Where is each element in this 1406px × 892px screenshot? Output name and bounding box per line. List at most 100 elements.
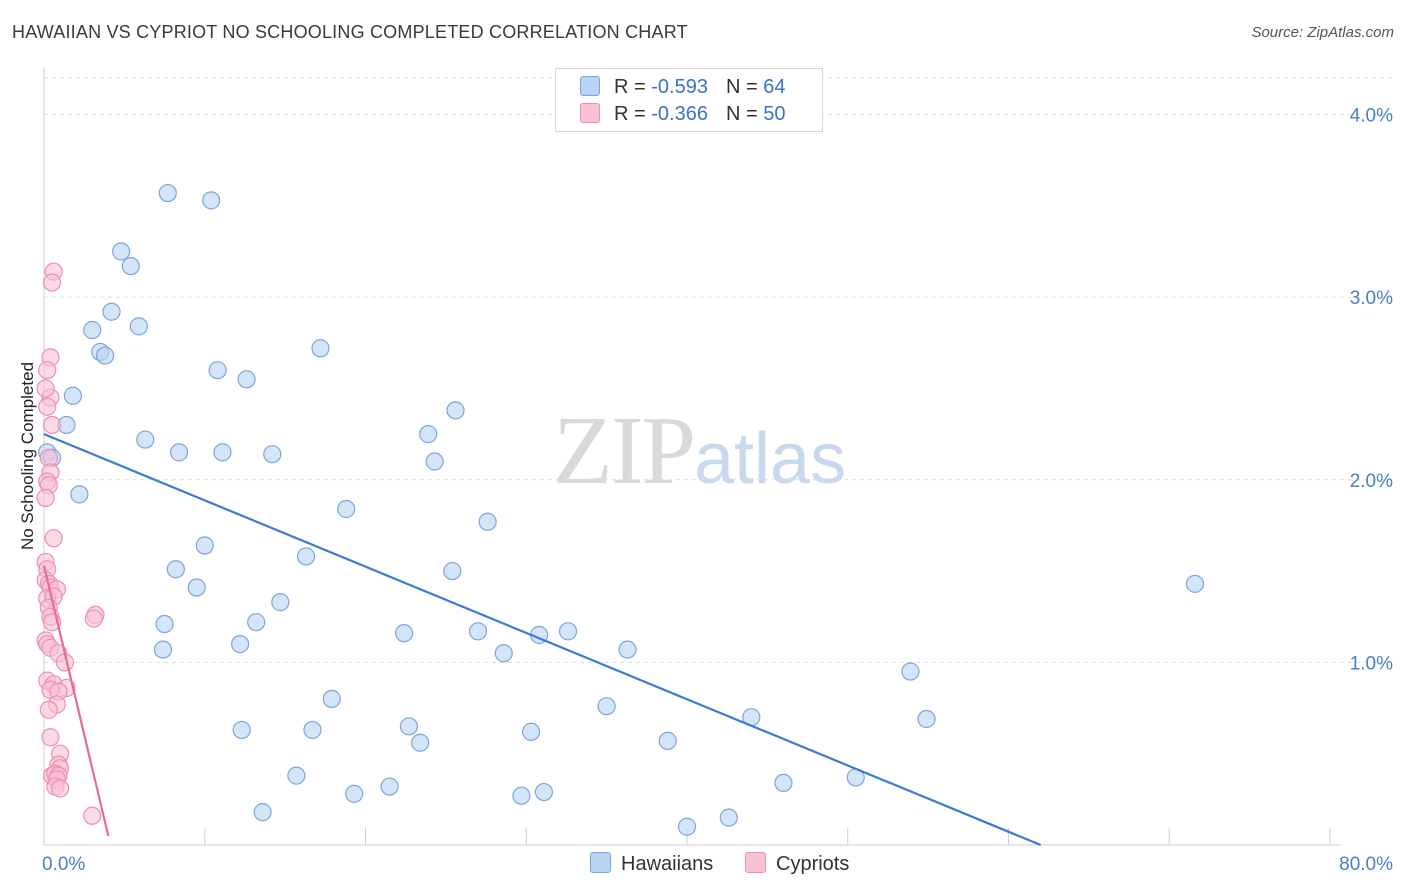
hawaiian-point xyxy=(443,561,462,581)
hawaiian-point xyxy=(534,782,554,802)
hawaiian-point xyxy=(83,320,102,340)
hawaiian-point xyxy=(303,720,322,740)
watermark: ZIPatlas xyxy=(553,395,846,507)
hawaiian-point xyxy=(202,191,221,210)
cypriot-n-value: 50 xyxy=(763,103,786,125)
chart-title: HAWAIIAN VS CYPRIOT NO SCHOOLING COMPLET… xyxy=(12,22,688,42)
hawaiian-point xyxy=(337,499,356,519)
hawaiian-point xyxy=(231,635,250,654)
hawaiian-point xyxy=(380,777,399,796)
hawaiians-legend-swatch xyxy=(590,852,611,873)
hawaiian-point xyxy=(121,256,140,276)
legend-row-cypriots: R = -0.366 N = 50 xyxy=(580,103,785,127)
hawaiian-point xyxy=(419,425,438,444)
hawaiian-point xyxy=(394,624,414,643)
hawaiian-point xyxy=(618,640,637,659)
y-tick-label: 3.0% xyxy=(1350,288,1393,309)
cypriot-swatch xyxy=(580,103,600,123)
cypriot-trend-line xyxy=(42,565,110,837)
cypriots-legend-label: Cypriots xyxy=(776,853,850,875)
cypriot-point xyxy=(42,415,62,435)
bottom-legend-hawaiians: Hawaiians xyxy=(590,852,713,876)
hawaiian-point xyxy=(153,640,173,659)
hawaiian-point xyxy=(446,401,465,420)
hawaiian-point xyxy=(129,317,148,336)
x-axis-ticks xyxy=(43,828,1331,845)
cypriot-point xyxy=(36,379,55,398)
bottom-legend-cypriots: Cypriots xyxy=(745,852,849,876)
cypriot-point xyxy=(38,397,57,416)
hawaiian-trend-line xyxy=(43,433,1042,847)
hawaiian-point xyxy=(411,733,430,752)
hawaiian-point xyxy=(208,361,227,380)
hawaiian-point xyxy=(311,339,330,358)
hawaiian-point xyxy=(425,452,444,471)
y-axis-tick-labels: 1.0% 2.0% 3.0% 4.0% xyxy=(1350,106,1393,675)
y-tick-label: 1.0% xyxy=(1350,653,1393,674)
hawaiian-point xyxy=(677,817,697,836)
hawaiian-point xyxy=(158,183,177,203)
hawaiian-point xyxy=(95,346,115,365)
y-tick-label: 4.0% xyxy=(1350,106,1393,127)
hawaiian-point xyxy=(112,242,131,261)
cypriot-point xyxy=(44,529,63,548)
hawaiian-point xyxy=(345,784,364,803)
hawaiian-r-value: -0.593 xyxy=(651,76,708,98)
hawaiian-point xyxy=(597,697,616,716)
legend-row-hawaiians: R = -0.593 N = 64 xyxy=(580,76,785,100)
cypriot-point xyxy=(36,488,55,508)
x-tick-label-max: 80.0% xyxy=(1339,854,1393,875)
hawaiian-point xyxy=(478,512,497,531)
hawaiian-point xyxy=(253,803,272,822)
hawaiian-point xyxy=(468,622,488,641)
cypriots-legend-swatch xyxy=(745,852,766,873)
y-tick-label: 2.0% xyxy=(1350,471,1393,492)
hawaiian-point xyxy=(399,717,419,736)
hawaiian-point xyxy=(166,560,185,579)
hawaiian-point xyxy=(70,485,89,504)
hawaiian-point xyxy=(155,614,174,634)
cypriot-point xyxy=(83,806,102,825)
hawaiian-point xyxy=(195,536,214,555)
hawaiian-point xyxy=(263,445,282,464)
hawaiian-point xyxy=(232,720,251,740)
hawaiian-n-value: 64 xyxy=(763,76,786,98)
x-tick-label-min: 0.0% xyxy=(42,854,85,875)
cypriot-r-value: -0.366 xyxy=(651,103,708,125)
chart-source: Source: ZipAtlas.com xyxy=(1251,24,1394,41)
hawaiian-point xyxy=(558,622,578,641)
cypriot-point xyxy=(41,728,60,747)
hawaiian-point xyxy=(901,662,920,681)
watermark-atlas: atlas xyxy=(694,419,847,499)
hawaiian-point xyxy=(136,430,155,449)
hawaiian-points xyxy=(38,183,1205,836)
hawaiian-point xyxy=(237,370,256,389)
cypriot-point xyxy=(84,609,103,628)
hawaiian-point xyxy=(213,443,232,462)
correlation-legend: R = -0.593 N = 64 R = -0.366 N = 50 xyxy=(555,68,823,132)
y-axis-label: No Schooling Completed xyxy=(18,362,37,550)
hawaiian-point xyxy=(917,709,936,729)
cypriot-point xyxy=(38,361,57,380)
hawaiian-point xyxy=(658,731,677,751)
cypriot-point xyxy=(42,273,62,292)
hawaiian-point xyxy=(296,547,316,566)
hawaiian-point xyxy=(102,302,121,321)
cypriot-point xyxy=(39,700,58,719)
grid-lines xyxy=(44,77,1395,663)
hawaiians-legend-label: Hawaiians xyxy=(621,853,714,875)
hawaiian-swatch xyxy=(580,76,600,96)
hawaiian-point xyxy=(512,786,531,805)
hawaiian-point xyxy=(63,386,83,405)
hawaiian-point xyxy=(322,689,341,709)
hawaiian-point xyxy=(521,722,541,741)
hawaiian-point xyxy=(169,443,189,462)
cypriot-points xyxy=(36,262,105,825)
hawaiian-point xyxy=(271,593,290,612)
hawaiian-point xyxy=(287,766,306,785)
hawaiian-point xyxy=(1185,574,1205,593)
hawaiian-point xyxy=(719,808,738,827)
hawaiian-point xyxy=(774,773,793,793)
trend-lines xyxy=(42,433,1042,847)
